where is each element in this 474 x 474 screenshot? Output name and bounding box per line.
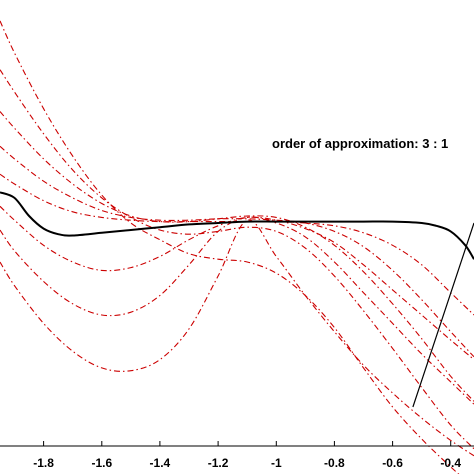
x-tick-label: -1.4 xyxy=(150,456,171,470)
x-tick-label: -1.6 xyxy=(91,456,112,470)
approximation-curve-6 xyxy=(0,219,474,457)
approximation-curve-8 xyxy=(0,205,474,361)
approximation-order-annotation: order of approximation: 3 : 1 xyxy=(272,136,448,151)
x-tick-label: -1.8 xyxy=(33,456,54,470)
approximation-curve-1 xyxy=(0,20,460,474)
x-tick-label: -1.2 xyxy=(208,456,229,470)
x-tick-label: -0.4 xyxy=(440,456,461,470)
approximation-curve-4 xyxy=(0,145,474,358)
approximation-curve-3 xyxy=(0,111,474,402)
tangent-line xyxy=(412,222,474,408)
series-layer xyxy=(0,20,474,474)
approximation-curve-5 xyxy=(0,173,474,316)
x-tick-label: -1 xyxy=(271,456,282,470)
x-tick-label: -0.6 xyxy=(382,456,403,470)
x-axis: -1.8 -1.6 -1.4 -1.2 -1 -0.8 -0.6 -0.4 xyxy=(0,441,474,470)
x-tick-label: -0.8 xyxy=(324,456,345,470)
exact-curve xyxy=(0,191,474,260)
